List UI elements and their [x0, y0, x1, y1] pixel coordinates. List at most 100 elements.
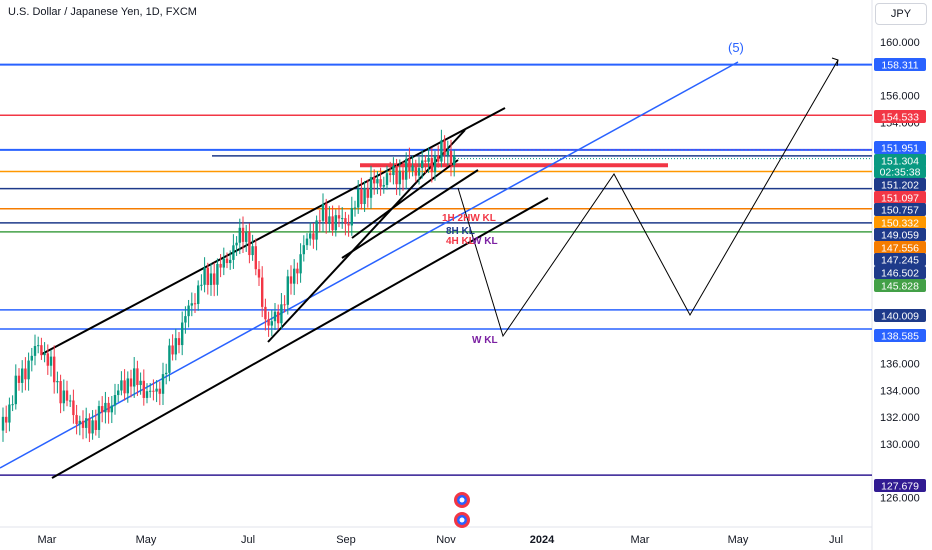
- candle-body: [155, 388, 158, 392]
- candle-body: [14, 375, 17, 405]
- candle-body: [443, 140, 446, 156]
- candle-body: [389, 173, 392, 176]
- channel-line: [51, 197, 549, 479]
- candle-body: [149, 390, 152, 392]
- candle-body: [248, 232, 251, 256]
- candle-body: [421, 160, 424, 169]
- candle-body: [53, 356, 56, 383]
- candle-body: [206, 267, 209, 285]
- candle-body: [133, 368, 136, 387]
- channel-line: [341, 169, 479, 259]
- candle-body: [350, 207, 353, 226]
- price-badge-label: 146.502: [881, 268, 919, 280]
- candle-body: [363, 188, 366, 205]
- price-badge: [874, 110, 926, 123]
- x-tick-label: Jul: [241, 534, 255, 546]
- channel-line: [41, 107, 506, 355]
- candle-body: [385, 173, 389, 186]
- candle-body: [430, 157, 433, 173]
- candle-body: [241, 227, 245, 242]
- annotation-kl: 4H KL: [446, 236, 475, 247]
- y-tick-label: 156.000: [880, 91, 920, 103]
- candle-body: [369, 177, 373, 198]
- candle-body: [277, 311, 280, 324]
- candle-body: [152, 390, 155, 392]
- candle-body: [136, 368, 139, 386]
- candle-body: [78, 420, 81, 425]
- currency-selector[interactable]: JPY: [875, 3, 927, 25]
- candle-body: [8, 404, 11, 423]
- candle-body: [174, 338, 177, 355]
- y-tick-label: 132.000: [880, 412, 920, 424]
- candle-body: [309, 233, 312, 239]
- x-tick-label: Mar: [38, 534, 57, 546]
- candle-body: [5, 416, 8, 423]
- candle-body: [344, 218, 347, 225]
- candle-body: [216, 263, 219, 285]
- candle-body: [337, 215, 341, 219]
- candle-body: [62, 390, 65, 404]
- candle-body: [245, 232, 248, 242]
- candle-body: [81, 420, 85, 428]
- candle-body: [232, 245, 235, 260]
- candle-body: [254, 246, 257, 270]
- price-badge-label: 145.828: [881, 281, 919, 293]
- candle-body: [334, 215, 337, 231]
- price-badge-label: 147.245: [881, 255, 919, 267]
- candle-body: [357, 189, 360, 208]
- projection-path: [457, 59, 839, 338]
- candle-body: [446, 150, 449, 156]
- price-badge: [874, 191, 926, 204]
- price-badge: [874, 241, 926, 254]
- candle-body: [193, 303, 197, 305]
- candle-body: [353, 207, 357, 209]
- y-tick-label: 126.000: [880, 493, 920, 505]
- candle-body: [113, 395, 117, 406]
- price-badge: [874, 154, 926, 167]
- candle-body: [203, 267, 206, 285]
- candle-body: [200, 284, 203, 286]
- candle-body: [33, 346, 37, 356]
- candle-body: [328, 216, 331, 224]
- x-tick-label: Sep: [336, 534, 356, 546]
- candle-body: [424, 160, 427, 162]
- price-badge-label: 147.556: [881, 243, 919, 255]
- candle-body: [145, 391, 149, 398]
- candle-body: [305, 238, 309, 246]
- price-badge: [874, 329, 926, 342]
- candle-body: [398, 170, 401, 185]
- candle-body: [257, 269, 261, 278]
- candle-body: [360, 189, 363, 205]
- price-badge: [874, 266, 926, 279]
- candle-body: [97, 406, 101, 430]
- candle-body: [373, 177, 376, 184]
- candle-body: [85, 418, 88, 428]
- y-tick-label: 154.000: [880, 117, 920, 129]
- price-badge-label: 151.304: [881, 156, 919, 168]
- price-badge: [874, 178, 926, 191]
- candle-body: [59, 381, 62, 404]
- price-badge-label: 02:35:38: [880, 167, 921, 179]
- candle-body: [411, 165, 414, 171]
- annotation-kl: W KL: [472, 335, 498, 346]
- candle-body: [235, 242, 238, 246]
- candle-body: [37, 345, 40, 347]
- candle-body: [123, 380, 126, 394]
- candle-body: [56, 381, 59, 383]
- candle-body: [46, 353, 49, 366]
- candle-body: [161, 374, 165, 394]
- candle-body: [293, 268, 296, 284]
- candle-body: [321, 203, 325, 221]
- projection-arrowhead: [831, 57, 839, 67]
- candle-body: [197, 285, 200, 304]
- candle-body: [21, 368, 24, 383]
- candle-body: [449, 150, 453, 166]
- candle-body: [88, 418, 91, 434]
- x-tick-label: Mar: [631, 534, 650, 546]
- price-badge: [874, 253, 926, 266]
- price-badge-label: 151.951: [881, 143, 919, 155]
- candle-body: [168, 345, 171, 373]
- x-tick-label: May: [136, 534, 157, 546]
- annotation-kl: W KL: [472, 236, 498, 247]
